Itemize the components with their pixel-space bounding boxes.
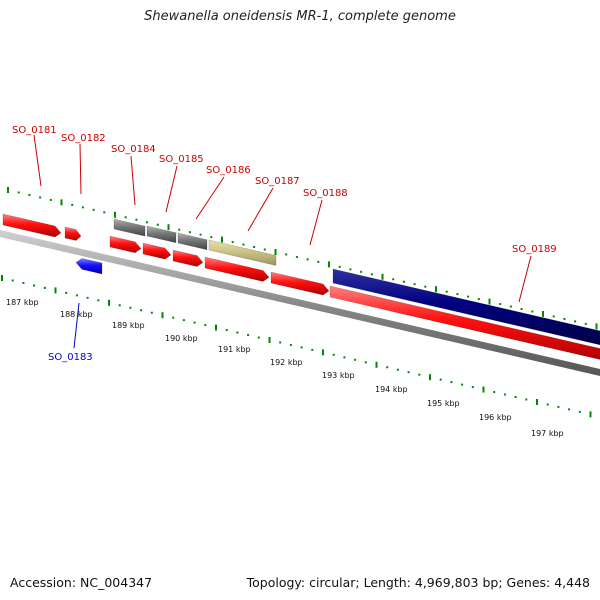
- kbp-scale: 187 kbp 188 kbp 189 kbp 190 kbp 191 kbp 192 k…: [6, 298, 564, 438]
- leader-SO_0184: [130, 155, 136, 206]
- gene-SO_0182-arrow: [64, 226, 82, 241]
- gene-label-SO_0181[interactable]: SO_0181: [12, 125, 57, 136]
- kbp-tick-label: 189 kbp: [112, 321, 145, 330]
- gene-SO_0186-arrow: [172, 249, 204, 267]
- gene-label-SO_0185[interactable]: SO_0185: [159, 154, 204, 165]
- gene-label-SO_0186[interactable]: SO_0186: [206, 165, 251, 176]
- leader-SO_0181: [33, 134, 42, 187]
- feature-track: [2, 213, 600, 360]
- kbp-tick-label: 195 kbp: [427, 399, 460, 408]
- kbp-tick-label: 191 kbp: [218, 345, 251, 354]
- leader-SO_0189: [518, 255, 532, 303]
- accession-text: Accession: NC_004347: [10, 575, 153, 590]
- upper-tick-track: [7, 187, 598, 330]
- leader-SO_0182: [79, 143, 82, 195]
- gene-SO_0187-arrow: [204, 256, 270, 282]
- label-leaders: [33, 134, 532, 349]
- feature-gray-3: [177, 232, 208, 251]
- gene-label-SO_0187[interactable]: SO_0187: [255, 176, 300, 187]
- kbp-tick-label: 188 kbp: [60, 310, 93, 319]
- leader-SO_0186: [195, 176, 225, 220]
- gene-SO_0181-arrow: [2, 213, 62, 238]
- feature-pseudo: [208, 239, 277, 266]
- kbp-tick-label: 187 kbp: [6, 298, 39, 307]
- gene-SO_0183-arrow: [75, 258, 103, 275]
- kbp-tick-label: 190 kbp: [165, 334, 198, 343]
- gene-label-SO_0189[interactable]: SO_0189: [512, 244, 557, 255]
- leader-SO_0185: [165, 165, 178, 213]
- kbp-tick-label: 192 kbp: [270, 358, 303, 367]
- gene-label-SO_0184[interactable]: SO_0184: [111, 144, 156, 155]
- genome-summary-text: Topology: circular; Length: 4,969,803 bp…: [246, 575, 590, 590]
- gene-label-SO_0182[interactable]: SO_0182: [61, 133, 106, 144]
- gene-SO_0188-arrow: [270, 271, 330, 296]
- kbp-tick-label: 197 kbp: [531, 429, 564, 438]
- genome-backbone: [0, 230, 600, 376]
- kbp-tick-label: 194 kbp: [375, 385, 408, 394]
- map-title: Shewanella oneidensis MR-1, complete gen…: [144, 9, 456, 24]
- leader-SO_0188: [309, 199, 323, 246]
- feature-large-navy: [332, 268, 600, 346]
- gene-SO_0184-arrow: [109, 235, 142, 254]
- lower-tick-track: [1, 275, 592, 418]
- feature-gray-1: [113, 218, 146, 237]
- gene-labels: SO_0181SO_0182SO_0183SO_0184SO_0185SO_01…: [12, 125, 557, 363]
- gene-label-SO_0188[interactable]: SO_0188: [303, 188, 348, 199]
- gene-SO_0189-arrow: [329, 285, 600, 360]
- feature-gray-2: [146, 225, 177, 244]
- leader-SO_0187: [247, 187, 274, 232]
- kbp-tick-label: 193 kbp: [322, 371, 355, 380]
- gene-SO_0185-arrow: [142, 242, 172, 260]
- gene-label-SO_0183[interactable]: SO_0183: [48, 352, 93, 363]
- leader-SO_0183: [73, 302, 80, 349]
- kbp-tick-label: 196 kbp: [479, 413, 512, 422]
